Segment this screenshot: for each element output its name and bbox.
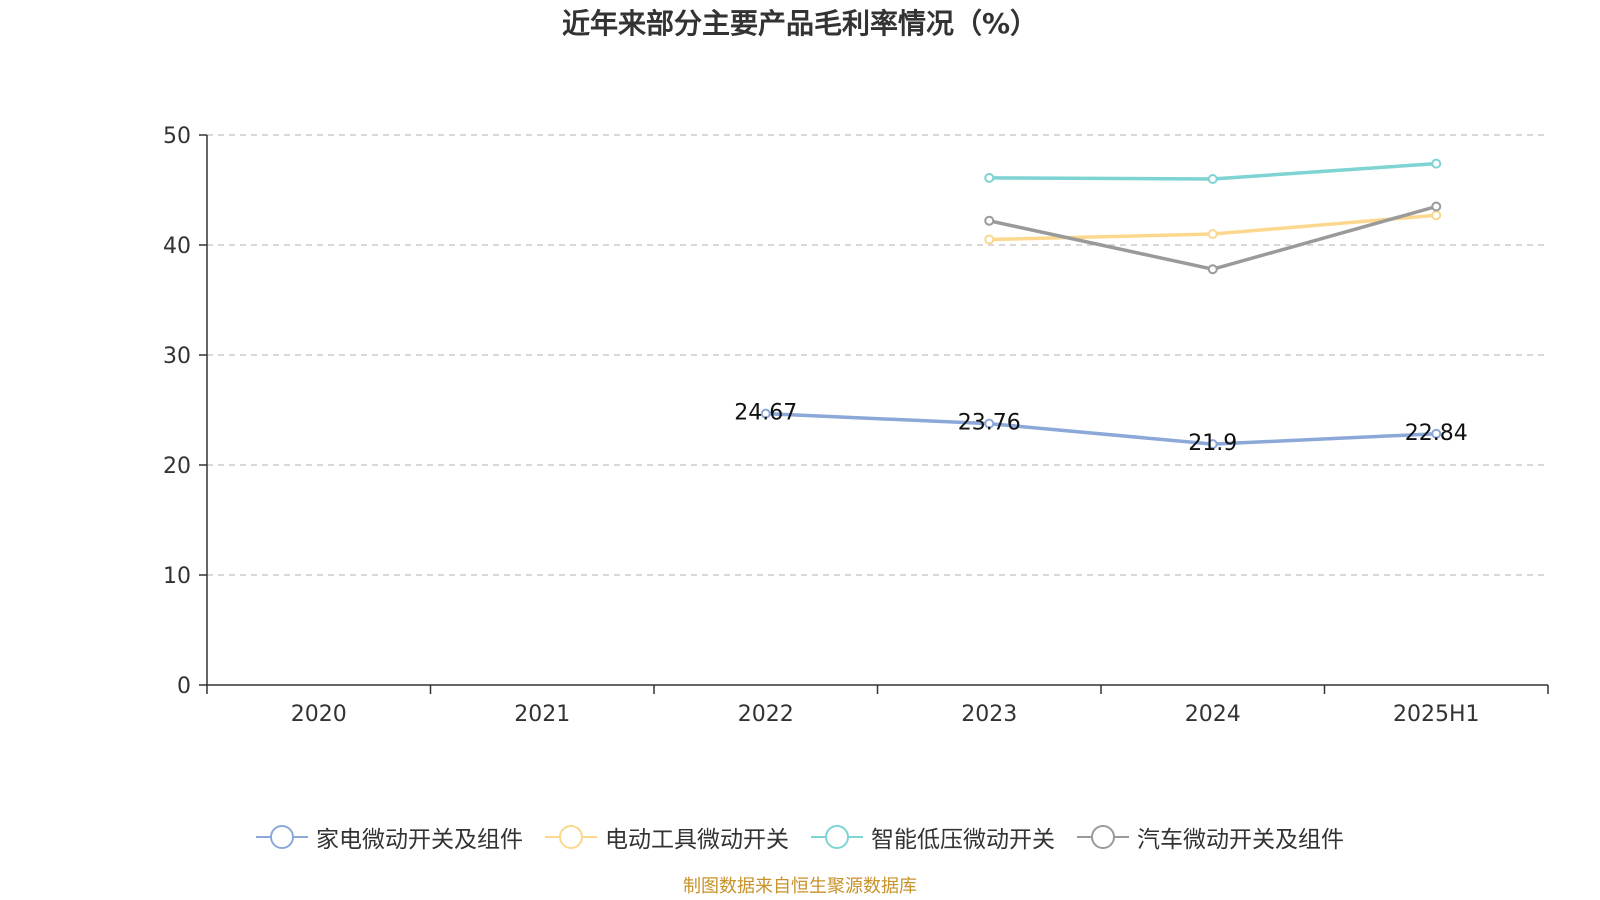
x-tick-label-2025H1: 2025H1 — [1393, 702, 1480, 727]
data-point[interactable] — [1207, 174, 1218, 184]
data-label: 24.67 — [734, 401, 797, 426]
x-tick-label-2021: 2021 — [514, 702, 570, 727]
x-tick-label-2020: 2020 — [291, 702, 347, 727]
legend-item-0[interactable]: 家电微动开关及组件 — [256, 820, 523, 854]
data-label: 22.84 — [1405, 421, 1468, 446]
data-point[interactable] — [1207, 439, 1218, 450]
y-tick-label: 50 — [163, 124, 191, 149]
legend-swatch — [545, 824, 597, 850]
x-tick-label-2023: 2023 — [961, 702, 1017, 727]
legend-label: 智能低压微动开关 — [871, 827, 1055, 853]
x-tick-label-2022: 2022 — [738, 702, 794, 727]
legend: 家电微动开关及组件 电动工具微动开关 智能低压微动开关 汽车微动开关及组件 — [0, 820, 1600, 854]
legend-swatch — [256, 824, 308, 850]
y-tick-label: 30 — [163, 344, 191, 369]
data-point[interactable] — [1431, 428, 1442, 439]
legend-swatch — [811, 824, 863, 850]
series-lines — [760, 158, 1442, 450]
legend-item-3[interactable]: 汽车微动开关及组件 — [1077, 820, 1344, 854]
data-labels: 24.67 23.76 21.9 22.84 — [734, 401, 1467, 456]
data-point[interactable] — [984, 172, 995, 183]
data-point[interactable] — [1431, 201, 1442, 212]
series-line-0 — [764, 411, 1438, 446]
chart-title: 近年来部分主要产品毛利率情况（%） — [561, 7, 1039, 40]
y-tick-label: 10 — [163, 564, 191, 589]
data-point[interactable] — [984, 234, 995, 245]
data-point[interactable] — [1207, 264, 1218, 275]
data-point[interactable] — [1431, 210, 1442, 221]
legend-label: 汽车微动开关及组件 — [1137, 827, 1344, 853]
data-point[interactable] — [760, 408, 771, 419]
legend-item-2[interactable]: 智能低压微动开关 — [811, 820, 1055, 854]
data-label: 23.76 — [958, 411, 1021, 436]
data-point[interactable] — [1431, 158, 1442, 169]
legend-label: 家电微动开关及组件 — [316, 827, 523, 853]
legend-label: 电动工具微动开关 — [605, 827, 789, 853]
x-tick-label-2024: 2024 — [1185, 702, 1241, 727]
data-point[interactable] — [984, 418, 995, 429]
y-tick-label: 20 — [163, 454, 191, 479]
legend-item-1[interactable]: 电动工具微动开关 — [545, 820, 789, 854]
y-tick-label: 40 — [163, 234, 191, 259]
data-point[interactable] — [984, 215, 995, 226]
y-tick-label: 0 — [177, 674, 191, 699]
axes: 0 10 20 30 40 50 2020 2021 2022 2023 2024 2025H1 — [163, 124, 1549, 727]
source-note: 制图数据来自恒生聚源数据库 — [683, 876, 917, 897]
legend-swatch — [1077, 824, 1129, 850]
data-point[interactable] — [1207, 229, 1218, 239]
data-label: 21.9 — [1188, 431, 1237, 456]
grid-lines — [207, 134, 1548, 576]
